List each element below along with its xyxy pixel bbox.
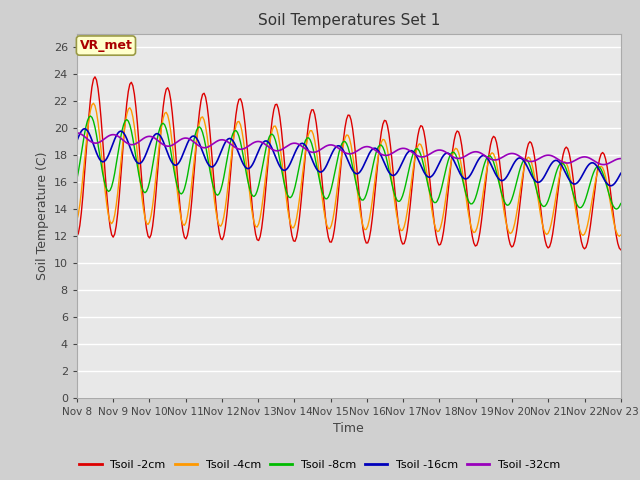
Y-axis label: Soil Temperature (C): Soil Temperature (C) [36,152,49,280]
Legend: Tsoil -2cm, Tsoil -4cm, Tsoil -8cm, Tsoil -16cm, Tsoil -32cm: Tsoil -2cm, Tsoil -4cm, Tsoil -8cm, Tsoi… [75,456,565,474]
Title: Soil Temperatures Set 1: Soil Temperatures Set 1 [258,13,440,28]
Text: VR_met: VR_met [79,39,132,52]
X-axis label: Time: Time [333,421,364,434]
